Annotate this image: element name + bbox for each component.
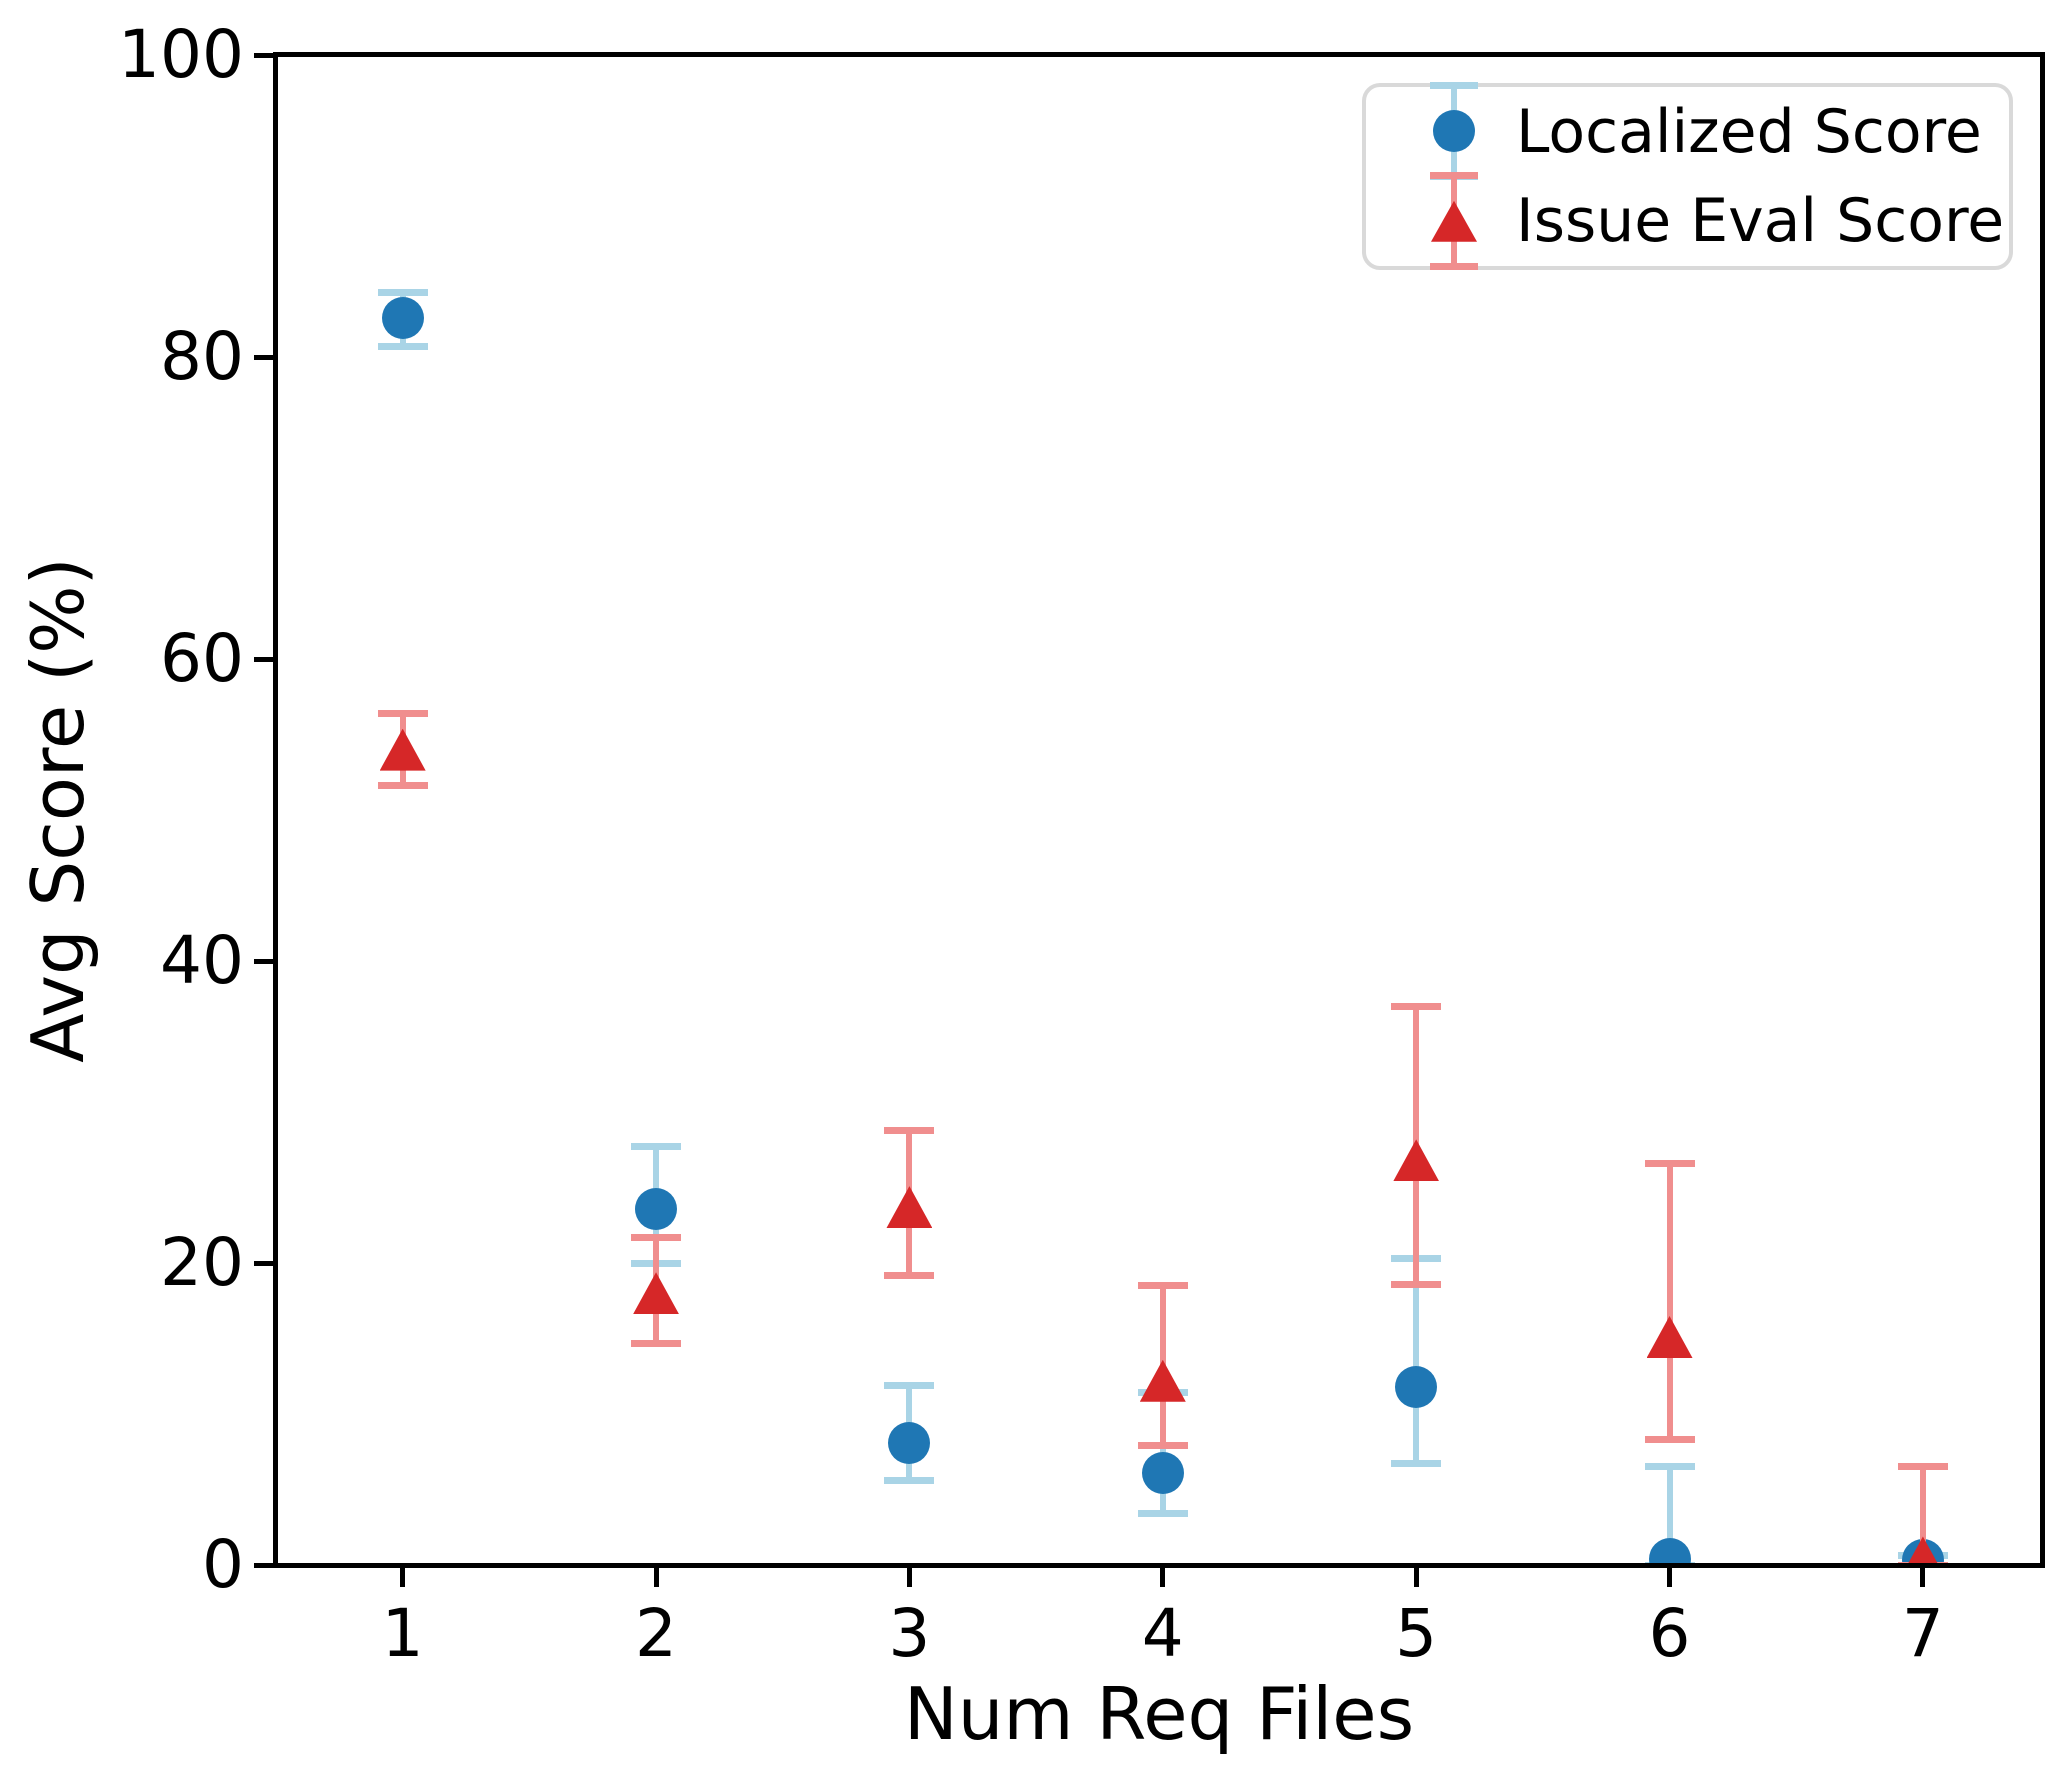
issue-eval-data-point-x6: [1646, 1315, 1693, 1358]
localized-errorbar-x3-cap-bottom: [884, 1476, 935, 1484]
issue-eval-errorbar-x3-cap-bottom: [884, 1271, 935, 1279]
localized-errorbar-x1-cap-bottom: [377, 342, 428, 350]
issue-eval-data-point-x5: [1393, 1139, 1440, 1182]
legend-label-issue-eval-score: Issue Eval Score: [1516, 186, 2005, 257]
x-axis-tick-3: [906, 1565, 912, 1587]
localized-data-point-x2: [635, 1187, 678, 1230]
localized-errorbar-x1-cap-top: [377, 288, 428, 296]
issue-eval-errorbar-x2-cap-bottom: [631, 1339, 682, 1347]
localized-data-point-x3: [888, 1421, 931, 1464]
issue-eval-data-point-x4: [1139, 1359, 1186, 1402]
issue-eval-errorbar-x5-cap-top: [1391, 1002, 1442, 1010]
y-tick-label-60: 60: [160, 620, 244, 697]
x-tick-label-6: 6: [1648, 1595, 1691, 1672]
x-tick-label-7: 7: [1901, 1595, 1944, 1672]
issue-eval-data-point-x2: [633, 1272, 680, 1315]
issue-eval-errorbar-x7-cap-top: [1897, 1463, 1948, 1471]
legend-label-localized-score: Localized Score: [1516, 96, 1982, 167]
y-axis-tick-20: [254, 1260, 276, 1266]
localized-errorbar-x3-cap-top: [884, 1381, 935, 1389]
localized-errorbar-x2-cap-top: [631, 1143, 682, 1151]
localized-data-point-x1: [381, 296, 424, 339]
issue-eval-errorbar-x4-cap-bottom: [1137, 1442, 1188, 1450]
y-tick-label-100: 100: [118, 16, 244, 93]
x-axis-tick-5: [1413, 1565, 1419, 1587]
localized-errorbar-x6-cap-top: [1644, 1463, 1695, 1471]
x-tick-label-2: 2: [635, 1595, 678, 1672]
issue-eval-errorbar-x7-line: [1919, 1466, 1926, 1565]
issue-eval-errorbar-x3-cap-top: [884, 1126, 935, 1134]
localized-data-point-x4: [1141, 1451, 1184, 1494]
localized-errorbar-x6-line: [1666, 1466, 1673, 1565]
issue-eval-errorbar-x2-cap-top: [631, 1233, 682, 1241]
legend-triangle-marker: [1431, 200, 1477, 242]
legend-circle-marker: [1433, 110, 1475, 153]
y-axis-tick-40: [254, 958, 276, 964]
x-tick-label-1: 1: [381, 1595, 424, 1672]
x-tick-label-4: 4: [1141, 1595, 1184, 1672]
y-axis-tick-60: [254, 656, 276, 662]
issue-eval-data-point-x3: [886, 1186, 933, 1229]
legend-err-cap-top: [1430, 171, 1478, 179]
y-axis-tick-100: [254, 52, 276, 58]
legend-marker-localized-circle: [1366, 82, 1516, 181]
issue-eval-errorbar-x4-cap-top: [1137, 1282, 1188, 1290]
localized-errorbar-x5-line: [1413, 1258, 1420, 1464]
x-tick-label-5: 5: [1395, 1595, 1438, 1672]
issue-eval-errorbar-x6-cap-top: [1644, 1159, 1695, 1167]
legend-item-localized-score: Localized Score: [1366, 82, 2009, 181]
issue-eval-errorbar-x5-cap-bottom: [1391, 1280, 1442, 1288]
issue-eval-errorbar-x6-line: [1666, 1163, 1673, 1440]
x-axis-tick-6: [1667, 1565, 1673, 1587]
legend-err-cap-bottom: [1430, 262, 1478, 270]
issue-eval-errorbar-x1-cap-bottom: [377, 782, 428, 790]
y-tick-label-80: 80: [160, 318, 244, 395]
y-tick-label-20: 20: [160, 1224, 244, 1301]
localized-data-point-x6: [1648, 1537, 1691, 1565]
y-tick-label-0: 0: [202, 1526, 244, 1603]
legend: Localized Score Issue Eval Score: [1362, 82, 2013, 270]
plot-area: [276, 55, 2042, 1565]
issue-eval-errorbar-x1-cap-top: [377, 709, 428, 717]
y-tick-label-40: 40: [160, 922, 244, 999]
x-axis-tick-1: [400, 1565, 406, 1587]
legend-item-issue-eval-score: Issue Eval Score: [1366, 171, 2009, 270]
x-tick-label-3: 3: [888, 1595, 931, 1672]
x-axis-tick-7: [1920, 1565, 1926, 1587]
x-axis-label: Num Req Files: [903, 1672, 1415, 1756]
y-axis-tick-0: [254, 1562, 276, 1568]
localized-errorbar-x5-cap-bottom: [1391, 1460, 1442, 1468]
y-axis-tick-80: [254, 354, 276, 360]
localized-data-point-x5: [1395, 1365, 1438, 1408]
legend-marker-issue-triangle: [1366, 171, 1516, 270]
y-axis-label: Avg Score (%): [16, 557, 100, 1063]
localized-errorbar-x4-cap-bottom: [1137, 1510, 1188, 1518]
x-axis-tick-4: [1160, 1565, 1166, 1587]
x-axis-tick-2: [653, 1565, 659, 1587]
issue-eval-data-point-x1: [379, 728, 426, 771]
legend-err-cap-top: [1430, 82, 1478, 90]
issue-eval-errorbar-x6-cap-bottom: [1644, 1436, 1695, 1444]
